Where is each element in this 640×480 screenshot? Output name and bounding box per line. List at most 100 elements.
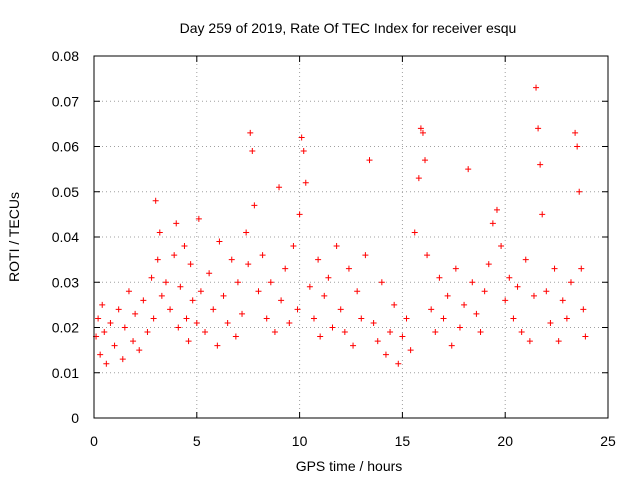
data-point-0-19 xyxy=(152,197,159,204)
data-point-0-42 xyxy=(220,292,227,299)
data-point-0-36 xyxy=(197,288,204,295)
data-point-0-112 xyxy=(477,329,484,336)
data-point-0-115 xyxy=(489,220,496,227)
data-point-0-5 xyxy=(103,360,110,367)
data-point-0-31 xyxy=(185,338,192,345)
x-tick-label-3: 15 xyxy=(395,433,411,449)
data-point-0-104 xyxy=(444,292,451,299)
data-point-0-66 xyxy=(300,148,307,155)
data-point-0-142 xyxy=(582,333,589,340)
data-point-0-107 xyxy=(456,324,463,331)
data-point-0-138 xyxy=(574,143,581,150)
data-point-0-27 xyxy=(175,324,182,331)
data-point-0-13 xyxy=(132,310,139,317)
data-point-0-65 xyxy=(298,134,305,141)
data-point-0-9 xyxy=(119,356,126,363)
data-point-0-22 xyxy=(158,292,165,299)
data-point-0-108 xyxy=(461,301,468,308)
data-point-0-79 xyxy=(350,342,357,349)
data-point-0-77 xyxy=(341,329,348,336)
data-point-0-18 xyxy=(150,315,157,322)
data-point-0-137 xyxy=(572,129,579,136)
data-point-0-20 xyxy=(154,256,161,263)
data-point-0-98 xyxy=(422,157,429,164)
y-tick-label-4: 0.04 xyxy=(52,229,79,245)
y-tick-labels: 0 0.01 0.02 0.03 0.04 0.05 0.06 0.07 0.0… xyxy=(52,48,79,426)
data-point-0-44 xyxy=(228,256,235,263)
data-point-0-47 xyxy=(239,310,246,317)
data-point-0-140 xyxy=(578,265,585,272)
data-point-0-126 xyxy=(533,84,540,91)
data-point-0-111 xyxy=(473,310,480,317)
data-point-0-135 xyxy=(563,315,570,322)
data-point-0-26 xyxy=(173,220,180,227)
data-point-0-73 xyxy=(325,274,332,281)
data-point-0-48 xyxy=(243,229,250,236)
data-points xyxy=(93,84,589,367)
data-point-0-3 xyxy=(99,301,106,308)
x-axis-label: GPS time / hours xyxy=(296,458,403,474)
data-point-0-132 xyxy=(551,265,558,272)
data-point-0-24 xyxy=(167,306,174,313)
y-tick-label-7: 0.07 xyxy=(52,93,79,109)
data-point-0-128 xyxy=(537,161,544,168)
data-point-0-62 xyxy=(290,243,297,250)
data-point-0-39 xyxy=(210,306,217,313)
data-point-0-16 xyxy=(144,329,151,336)
data-point-0-102 xyxy=(436,274,443,281)
data-point-0-1 xyxy=(95,315,102,322)
data-point-0-93 xyxy=(407,347,414,354)
data-point-0-43 xyxy=(224,319,231,326)
data-point-0-56 xyxy=(267,279,274,286)
data-point-0-82 xyxy=(362,252,369,259)
data-point-0-2 xyxy=(97,351,104,358)
y-tick-label-8: 0.08 xyxy=(52,48,79,64)
y-tick-label-2: 0.02 xyxy=(52,320,79,336)
y-tick-label-0: 0 xyxy=(71,410,79,426)
y-tick-label-1: 0.01 xyxy=(52,365,79,381)
data-point-0-134 xyxy=(559,297,566,304)
data-point-0-74 xyxy=(329,324,336,331)
data-point-0-14 xyxy=(136,347,143,354)
data-point-0-76 xyxy=(337,306,344,313)
data-point-0-106 xyxy=(452,265,459,272)
data-point-0-71 xyxy=(317,333,324,340)
data-point-0-61 xyxy=(286,319,293,326)
data-point-0-86 xyxy=(378,279,385,286)
data-point-0-55 xyxy=(263,315,270,322)
data-point-0-88 xyxy=(387,329,394,336)
data-point-0-60 xyxy=(282,265,289,272)
x-tick-label-1: 5 xyxy=(193,433,201,449)
data-point-0-121 xyxy=(514,283,521,290)
data-point-0-58 xyxy=(276,184,283,191)
data-point-0-11 xyxy=(125,288,132,295)
data-point-0-35 xyxy=(195,215,202,222)
data-point-0-64 xyxy=(296,211,303,218)
data-point-0-78 xyxy=(345,265,352,272)
data-point-0-99 xyxy=(424,252,431,259)
y-axis-label: ROTI / TECUs xyxy=(6,192,22,282)
data-point-0-8 xyxy=(115,306,122,313)
data-point-0-37 xyxy=(202,329,209,336)
data-point-0-97 xyxy=(419,129,426,136)
data-point-0-118 xyxy=(502,297,509,304)
data-point-0-96 xyxy=(417,125,424,132)
data-point-0-29 xyxy=(181,243,188,250)
data-point-0-25 xyxy=(171,252,178,259)
data-point-0-67 xyxy=(302,179,309,186)
data-point-0-113 xyxy=(481,288,488,295)
data-point-0-100 xyxy=(428,306,435,313)
data-point-0-123 xyxy=(522,256,529,263)
data-point-0-54 xyxy=(259,252,266,259)
x-tick-label-2: 10 xyxy=(292,433,308,449)
data-point-0-59 xyxy=(278,297,285,304)
data-point-0-70 xyxy=(315,256,322,263)
data-point-0-109 xyxy=(465,166,472,173)
data-point-0-46 xyxy=(234,279,241,286)
data-point-0-10 xyxy=(121,324,128,331)
chart-title: Day 259 of 2019, Rate Of TEC Index for r… xyxy=(180,20,517,36)
data-point-0-120 xyxy=(510,315,517,322)
data-point-0-63 xyxy=(294,306,301,313)
data-point-0-105 xyxy=(448,342,455,349)
